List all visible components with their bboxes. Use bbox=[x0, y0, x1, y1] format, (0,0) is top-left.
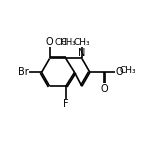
Text: N: N bbox=[78, 48, 86, 58]
Text: CH: CH bbox=[54, 38, 67, 47]
Text: CH₃: CH₃ bbox=[119, 66, 136, 75]
Text: F: F bbox=[63, 99, 69, 109]
Text: O: O bbox=[46, 37, 54, 47]
Text: O: O bbox=[115, 67, 123, 77]
Text: Br: Br bbox=[18, 67, 28, 77]
Text: CH₃: CH₃ bbox=[61, 38, 76, 47]
Text: O: O bbox=[100, 84, 108, 94]
Text: CH₃: CH₃ bbox=[74, 38, 90, 47]
